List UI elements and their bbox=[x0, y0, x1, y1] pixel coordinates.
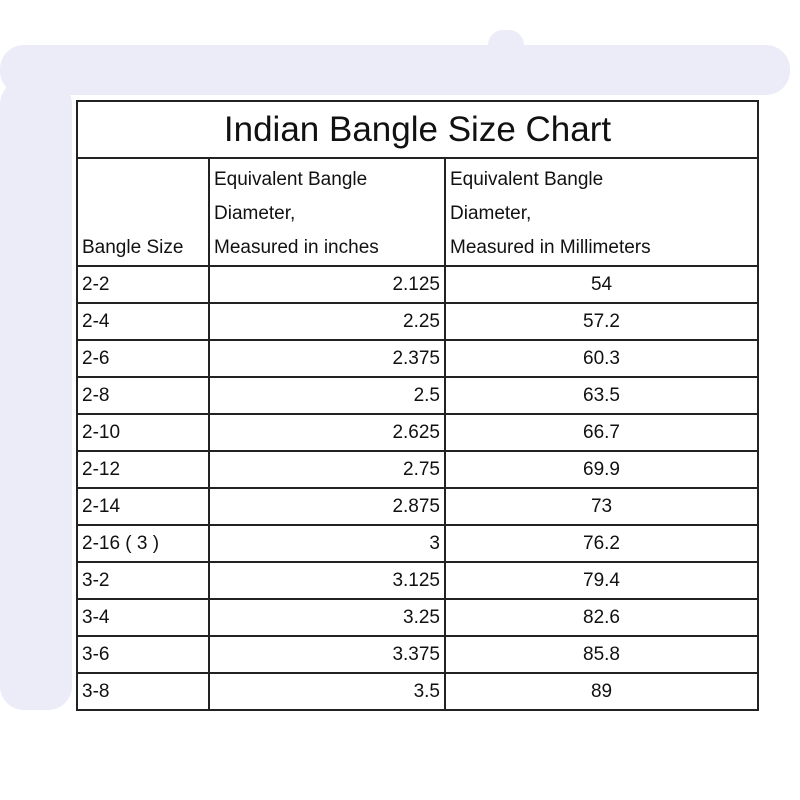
cell-bangle-size: 3-6 bbox=[76, 635, 210, 674]
table-row: 2-16 ( 3 ) 3 76.2 bbox=[76, 524, 760, 563]
table-row: 3-2 3.125 79.4 bbox=[76, 561, 760, 600]
cell-bangle-size: 2-14 bbox=[76, 487, 210, 526]
header-line: Equivalent Bangle bbox=[214, 169, 368, 190]
cell-diameter-inches: 2.5 bbox=[208, 376, 446, 415]
table-row: 2-2 2.125 54 bbox=[76, 265, 760, 304]
table-row: 2-8 2.5 63.5 bbox=[76, 376, 760, 415]
cell-bangle-size: 2-6 bbox=[76, 339, 210, 378]
cell-diameter-inches: 3.25 bbox=[208, 598, 446, 637]
cell-bangle-size: 2-8 bbox=[76, 376, 210, 415]
cell-diameter-mm: 85.8 bbox=[443, 635, 760, 674]
cell-diameter-inches: 2.25 bbox=[208, 302, 446, 341]
table-row: 3-4 3.25 82.6 bbox=[76, 598, 760, 637]
cell-diameter-mm: 69.9 bbox=[443, 450, 760, 489]
cell-diameter-mm: 76.2 bbox=[443, 524, 760, 563]
cell-diameter-inches: 2.125 bbox=[208, 265, 446, 304]
bangle-size-table: Indian Bangle Size Chart Bangle Size Equ… bbox=[75, 100, 760, 711]
table-row: 2-10 2.625 66.7 bbox=[76, 413, 760, 452]
header-line: Measured in Millimeters bbox=[450, 237, 651, 258]
table-row: 3-8 3.5 89 bbox=[76, 672, 760, 711]
table-row: 2-12 2.75 69.9 bbox=[76, 450, 760, 489]
header-diameter-inches: Equivalent Bangle Diameter, Measured in … bbox=[208, 157, 446, 267]
table-row: 3-6 3.375 85.8 bbox=[76, 635, 760, 674]
cell-bangle-size: 2-2 bbox=[76, 265, 210, 304]
cell-diameter-mm: 66.7 bbox=[443, 413, 760, 452]
cell-diameter-inches: 2.625 bbox=[208, 413, 446, 452]
cell-diameter-inches: 2.375 bbox=[208, 339, 446, 378]
header-line: Diameter, bbox=[450, 203, 532, 224]
cell-diameter-mm: 57.2 bbox=[443, 302, 760, 341]
header-bangle-size: Bangle Size bbox=[76, 157, 210, 267]
table-row: 2-6 2.375 60.3 bbox=[76, 339, 760, 378]
background-brush-stroke-knob bbox=[488, 30, 524, 60]
cell-bangle-size: 3-4 bbox=[76, 598, 210, 637]
cell-diameter-mm: 54 bbox=[443, 265, 760, 304]
header-line: Measured in inches bbox=[214, 237, 379, 258]
cell-diameter-mm: 60.3 bbox=[443, 339, 760, 378]
background-brush-stroke-top bbox=[0, 45, 790, 95]
cell-diameter-mm: 89 bbox=[443, 672, 760, 711]
cell-diameter-inches: 3.125 bbox=[208, 561, 446, 600]
cell-diameter-mm: 82.6 bbox=[443, 598, 760, 637]
header-line: Equivalent Bangle bbox=[450, 169, 604, 190]
cell-diameter-mm: 79.4 bbox=[443, 561, 760, 600]
cell-diameter-inches: 2.75 bbox=[208, 450, 446, 489]
cell-diameter-inches: 3.5 bbox=[208, 672, 446, 711]
cell-bangle-size: 3-8 bbox=[76, 672, 210, 711]
table-title: Indian Bangle Size Chart bbox=[75, 100, 760, 159]
table-row: 2-4 2.25 57.2 bbox=[76, 302, 760, 341]
table-row: 2-14 2.875 73 bbox=[76, 487, 760, 526]
cell-diameter-mm: 73 bbox=[443, 487, 760, 526]
cell-diameter-inches: 2.875 bbox=[208, 487, 446, 526]
cell-bangle-size: 3-2 bbox=[76, 561, 210, 600]
cell-diameter-mm: 63.5 bbox=[443, 376, 760, 415]
cell-bangle-size: 2-16 ( 3 ) bbox=[76, 524, 210, 563]
header-line: Diameter, bbox=[214, 203, 296, 224]
header-diameter-mm: Equivalent Bangle Diameter, Measured in … bbox=[443, 157, 760, 267]
background-brush-stroke-left bbox=[0, 80, 72, 710]
cell-diameter-inches: 3.375 bbox=[208, 635, 446, 674]
cell-bangle-size: 2-4 bbox=[76, 302, 210, 341]
cell-bangle-size: 2-12 bbox=[76, 450, 210, 489]
cell-diameter-inches: 3 bbox=[208, 524, 446, 563]
cell-bangle-size: 2-10 bbox=[76, 413, 210, 452]
